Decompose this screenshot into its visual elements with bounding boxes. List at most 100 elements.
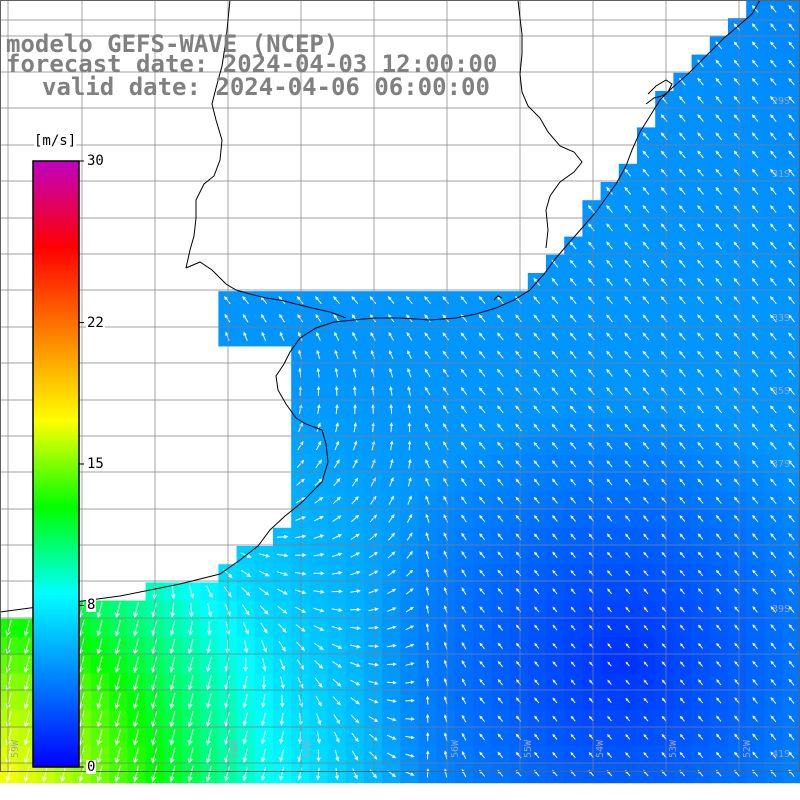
wind-arrow [479,514,486,523]
wind-arrow [552,643,558,649]
wind-arrow [332,515,342,522]
wind-arrow [587,277,595,286]
wind-arrow [478,405,486,414]
wind-arrow [460,295,468,305]
wind-arrow [770,660,777,668]
wind-arrow [206,729,212,746]
wind-arrow [679,661,685,667]
wind-arrow [332,496,342,505]
wind-arrow [751,386,759,396]
wind-arrow [407,367,412,378]
wind-arrow [770,168,777,177]
wind-arrow [552,751,558,759]
wind-arrow [698,679,703,686]
wind-arrow [260,622,268,634]
wind-arrow [606,460,613,468]
wind-arrow [661,624,667,631]
wind-arrow [424,332,431,341]
wind-arrow [425,459,430,469]
wind-arrow [788,114,795,122]
wind-arrow [351,295,359,305]
wind-arrow [352,768,358,780]
wind-arrow [169,711,176,728]
wind-arrow [406,332,413,341]
wind-arrow [697,441,704,450]
wind-arrow [734,642,740,649]
wind-arrow [242,295,249,305]
wind-arrow [770,678,777,686]
wind-arrow [534,715,540,722]
lon-label: 53W [668,739,679,758]
wind-arrow [624,332,632,341]
wind-arrow [497,606,504,613]
wind-arrow [788,96,795,104]
wind-arrow [334,749,340,762]
wind-arrow [533,368,541,377]
wind-arrow [352,385,357,396]
colorbar-tick-marks [79,160,84,768]
wind-arrow [770,77,777,86]
wind-arrow [534,642,540,649]
wind-arrow [715,551,722,559]
wind-arrow [276,534,289,539]
wind-arrow [478,441,486,450]
wind-arrow [716,642,722,649]
wind-arrow [551,368,559,377]
wind-arrow [478,386,486,396]
wind-arrow [388,331,394,341]
wind-arrow [716,606,722,613]
wind-arrow [460,350,468,359]
wind-arrow [769,368,777,377]
wind-arrow [697,314,704,323]
wind-arrow [551,350,559,359]
wind-arrow [625,643,630,649]
wind-arrow [606,277,613,286]
wind-arrow [751,186,759,195]
wind-arrow [533,460,540,468]
wind-arrow [425,695,430,705]
wind-arrow [552,569,558,577]
wind-arrow [770,697,777,704]
wind-arrow [770,606,777,613]
wind-arrow [570,551,576,558]
wind-arrow [497,441,504,450]
wind-arrow [497,660,503,668]
lat-label: 33S [772,313,790,324]
wind-arrow [697,295,704,305]
wind-arrow [207,603,213,618]
wind-arrow [769,241,777,250]
wind-arrow [715,441,722,450]
wind-arrow [386,734,397,740]
wind-arrow [224,766,230,782]
wind-arrow [515,386,522,396]
wind-arrow [642,204,650,214]
lon-label: 55W [523,739,534,758]
wind-arrow [443,441,449,450]
colorbar-tick-label: 22 [86,314,105,331]
wind-arrow [407,477,412,487]
wind-arrow [569,441,577,450]
wind-arrow [497,551,504,559]
wind-arrow [497,733,504,741]
wind-arrow [461,714,467,723]
wind-arrow [607,697,612,704]
wind-arrow [715,59,722,68]
wind-arrow [734,569,740,577]
wind-arrow [169,656,176,673]
wind-arrow [624,478,631,486]
wind-arrow [478,423,486,432]
wind-arrow [425,659,430,669]
wind-arrow [425,422,431,432]
wind-arrow [497,751,504,759]
wind-arrow [443,750,448,760]
wind-arrow [715,95,722,104]
wind-arrow [133,620,139,637]
wind-arrow [624,515,631,522]
wind-arrow [533,551,540,559]
wind-arrow [316,731,321,744]
wind-arrow [697,241,704,250]
wind-arrow [678,241,686,250]
wind-arrow [479,697,485,704]
wind-arrow [406,569,414,577]
wind-arrow [533,314,541,323]
